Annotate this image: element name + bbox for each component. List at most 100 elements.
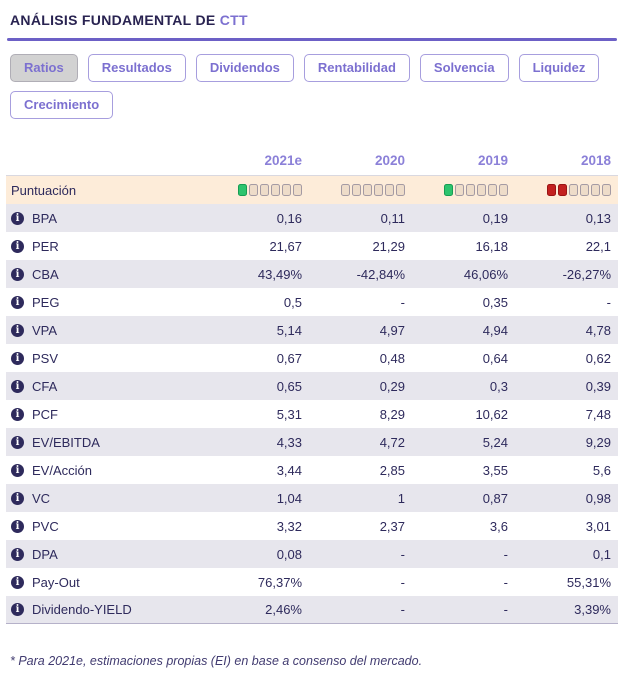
table-row: i PER 21,67 21,29 16,18 22,1 [6, 232, 618, 260]
info-icon[interactable]: i [11, 379, 24, 393]
row-value: 0,48 [379, 350, 405, 366]
score-square-empty [466, 184, 475, 196]
tab-crecimiento[interactable]: Crecimiento [10, 91, 114, 119]
info-icon[interactable]: i [11, 407, 24, 421]
info-icon[interactable]: i [11, 603, 24, 616]
row-value: 1,04 [276, 490, 302, 506]
score-square-empty [396, 184, 405, 196]
row-label: BPA [32, 210, 58, 226]
row-value: 76,37% [257, 574, 302, 590]
tab-solvencia[interactable]: Solvencia [419, 54, 509, 82]
score-square-empty [455, 184, 464, 196]
row-value: 0,67 [276, 350, 302, 366]
row-value: -26,27% [562, 266, 611, 282]
table-row: i PVC 3,32 2,37 3,6 3,01 [6, 512, 618, 540]
row-value: 10,62 [475, 406, 508, 422]
row-value: 21,29 [372, 238, 405, 254]
tab-ratios[interactable]: Ratios [10, 54, 78, 82]
row-value: 5,31 [276, 406, 302, 422]
row-label: EV/Acción [32, 462, 92, 478]
score-square-empty [591, 184, 600, 196]
row-label-cell: i Dividendo-YIELD [6, 602, 199, 617]
info-icon[interactable]: i [11, 211, 24, 225]
score-square-empty [580, 184, 589, 196]
score-square-empty [249, 184, 258, 196]
row-value: 5,14 [276, 322, 302, 338]
row-value: 4,33 [276, 434, 302, 450]
row-value: 0,13 [585, 210, 611, 226]
score-square-empty [282, 184, 291, 196]
row-value: 1 [397, 490, 405, 506]
row-label: PVC [32, 518, 59, 534]
score-square-red [547, 184, 556, 196]
score-square-empty [488, 184, 497, 196]
info-icon[interactable]: i [11, 323, 24, 337]
info-icon[interactable]: i [11, 435, 24, 449]
footnote: * Para 2021e, estimaciones propias (EI) … [10, 654, 423, 668]
row-value: - [400, 546, 405, 562]
tab-liquidez[interactable]: Liquidez [518, 54, 600, 82]
tab-resultados[interactable]: Resultados [87, 54, 186, 82]
info-icon[interactable]: i [11, 463, 24, 477]
row-label: VPA [32, 322, 58, 338]
row-value: 4,78 [585, 322, 611, 338]
info-icon[interactable]: i [11, 295, 24, 309]
row-label-cell: i CFA [6, 379, 199, 394]
year-header-2019: 2019 [477, 152, 508, 168]
row-value: - [400, 294, 405, 310]
row-value: -42,84% [356, 266, 405, 282]
row-label: VC [32, 490, 51, 506]
info-icon[interactable]: i [11, 239, 24, 253]
row-value: 3,55 [482, 462, 508, 478]
score-square-empty [385, 184, 394, 196]
row-value: 4,94 [482, 322, 508, 338]
info-icon[interactable]: i [11, 547, 24, 561]
score-cell-2018 [508, 184, 611, 196]
info-icon[interactable]: i [11, 519, 24, 533]
table-row: i Pay-Out 76,37% - - 55,31% [6, 568, 618, 596]
row-label: EV/EBITDA [32, 434, 100, 450]
info-icon[interactable]: i [11, 575, 24, 589]
row-value: 3,32 [276, 518, 302, 534]
row-label: PSV [32, 350, 59, 366]
tab-dividendos[interactable]: Dividendos [195, 54, 294, 82]
row-value: - [503, 574, 508, 590]
row-value: - [503, 546, 508, 562]
info-icon[interactable]: i [11, 351, 24, 365]
tab-rentabilidad[interactable]: Rentabilidad [303, 54, 410, 82]
row-label: PER [32, 238, 59, 254]
score-square-empty [569, 184, 578, 196]
row-value: 0,65 [276, 378, 302, 394]
row-value: 5,6 [592, 462, 611, 478]
score-square-empty [271, 184, 280, 196]
score-squares-2021e [199, 184, 302, 196]
score-cell-2020 [302, 184, 405, 196]
row-value: - [606, 294, 611, 310]
score-square-empty [477, 184, 486, 196]
row-value: 0,35 [482, 294, 508, 310]
table-row: i VPA 5,14 4,97 4,94 4,78 [6, 316, 618, 344]
row-label-cell: i VC [6, 491, 199, 506]
score-squares-2018 [508, 184, 611, 196]
row-value: 0,11 [380, 210, 405, 226]
row-label: DPA [32, 546, 58, 562]
table-row: i CBA 43,49% -42,84% 46,06% -26,27% [6, 260, 618, 288]
table-row: i PEG 0,5 - 0,35 - [6, 288, 618, 316]
title-underline-divider [7, 38, 617, 41]
score-square-empty [260, 184, 269, 196]
info-icon[interactable]: i [11, 267, 24, 281]
table-row: i EV/Acción 3,44 2,85 3,55 5,6 [6, 456, 618, 484]
row-value: 0,16 [276, 210, 302, 226]
row-value: 7,48 [585, 406, 611, 422]
row-value: 2,46% [265, 602, 302, 617]
row-value: 5,24 [482, 434, 508, 450]
fundamental-analysis-panel: ANÁLISIS FUNDAMENTAL DE CTT Ratios Result… [0, 12, 624, 668]
info-icon[interactable]: i [11, 491, 24, 505]
row-value: 21,67 [269, 238, 302, 254]
row-value: 8,29 [379, 406, 405, 422]
row-value: 9,29 [585, 434, 611, 450]
row-value: 0,39 [585, 378, 611, 394]
score-cell-2019 [405, 184, 508, 196]
ticker-symbol: CTT [219, 12, 248, 28]
score-square-green [444, 184, 453, 196]
